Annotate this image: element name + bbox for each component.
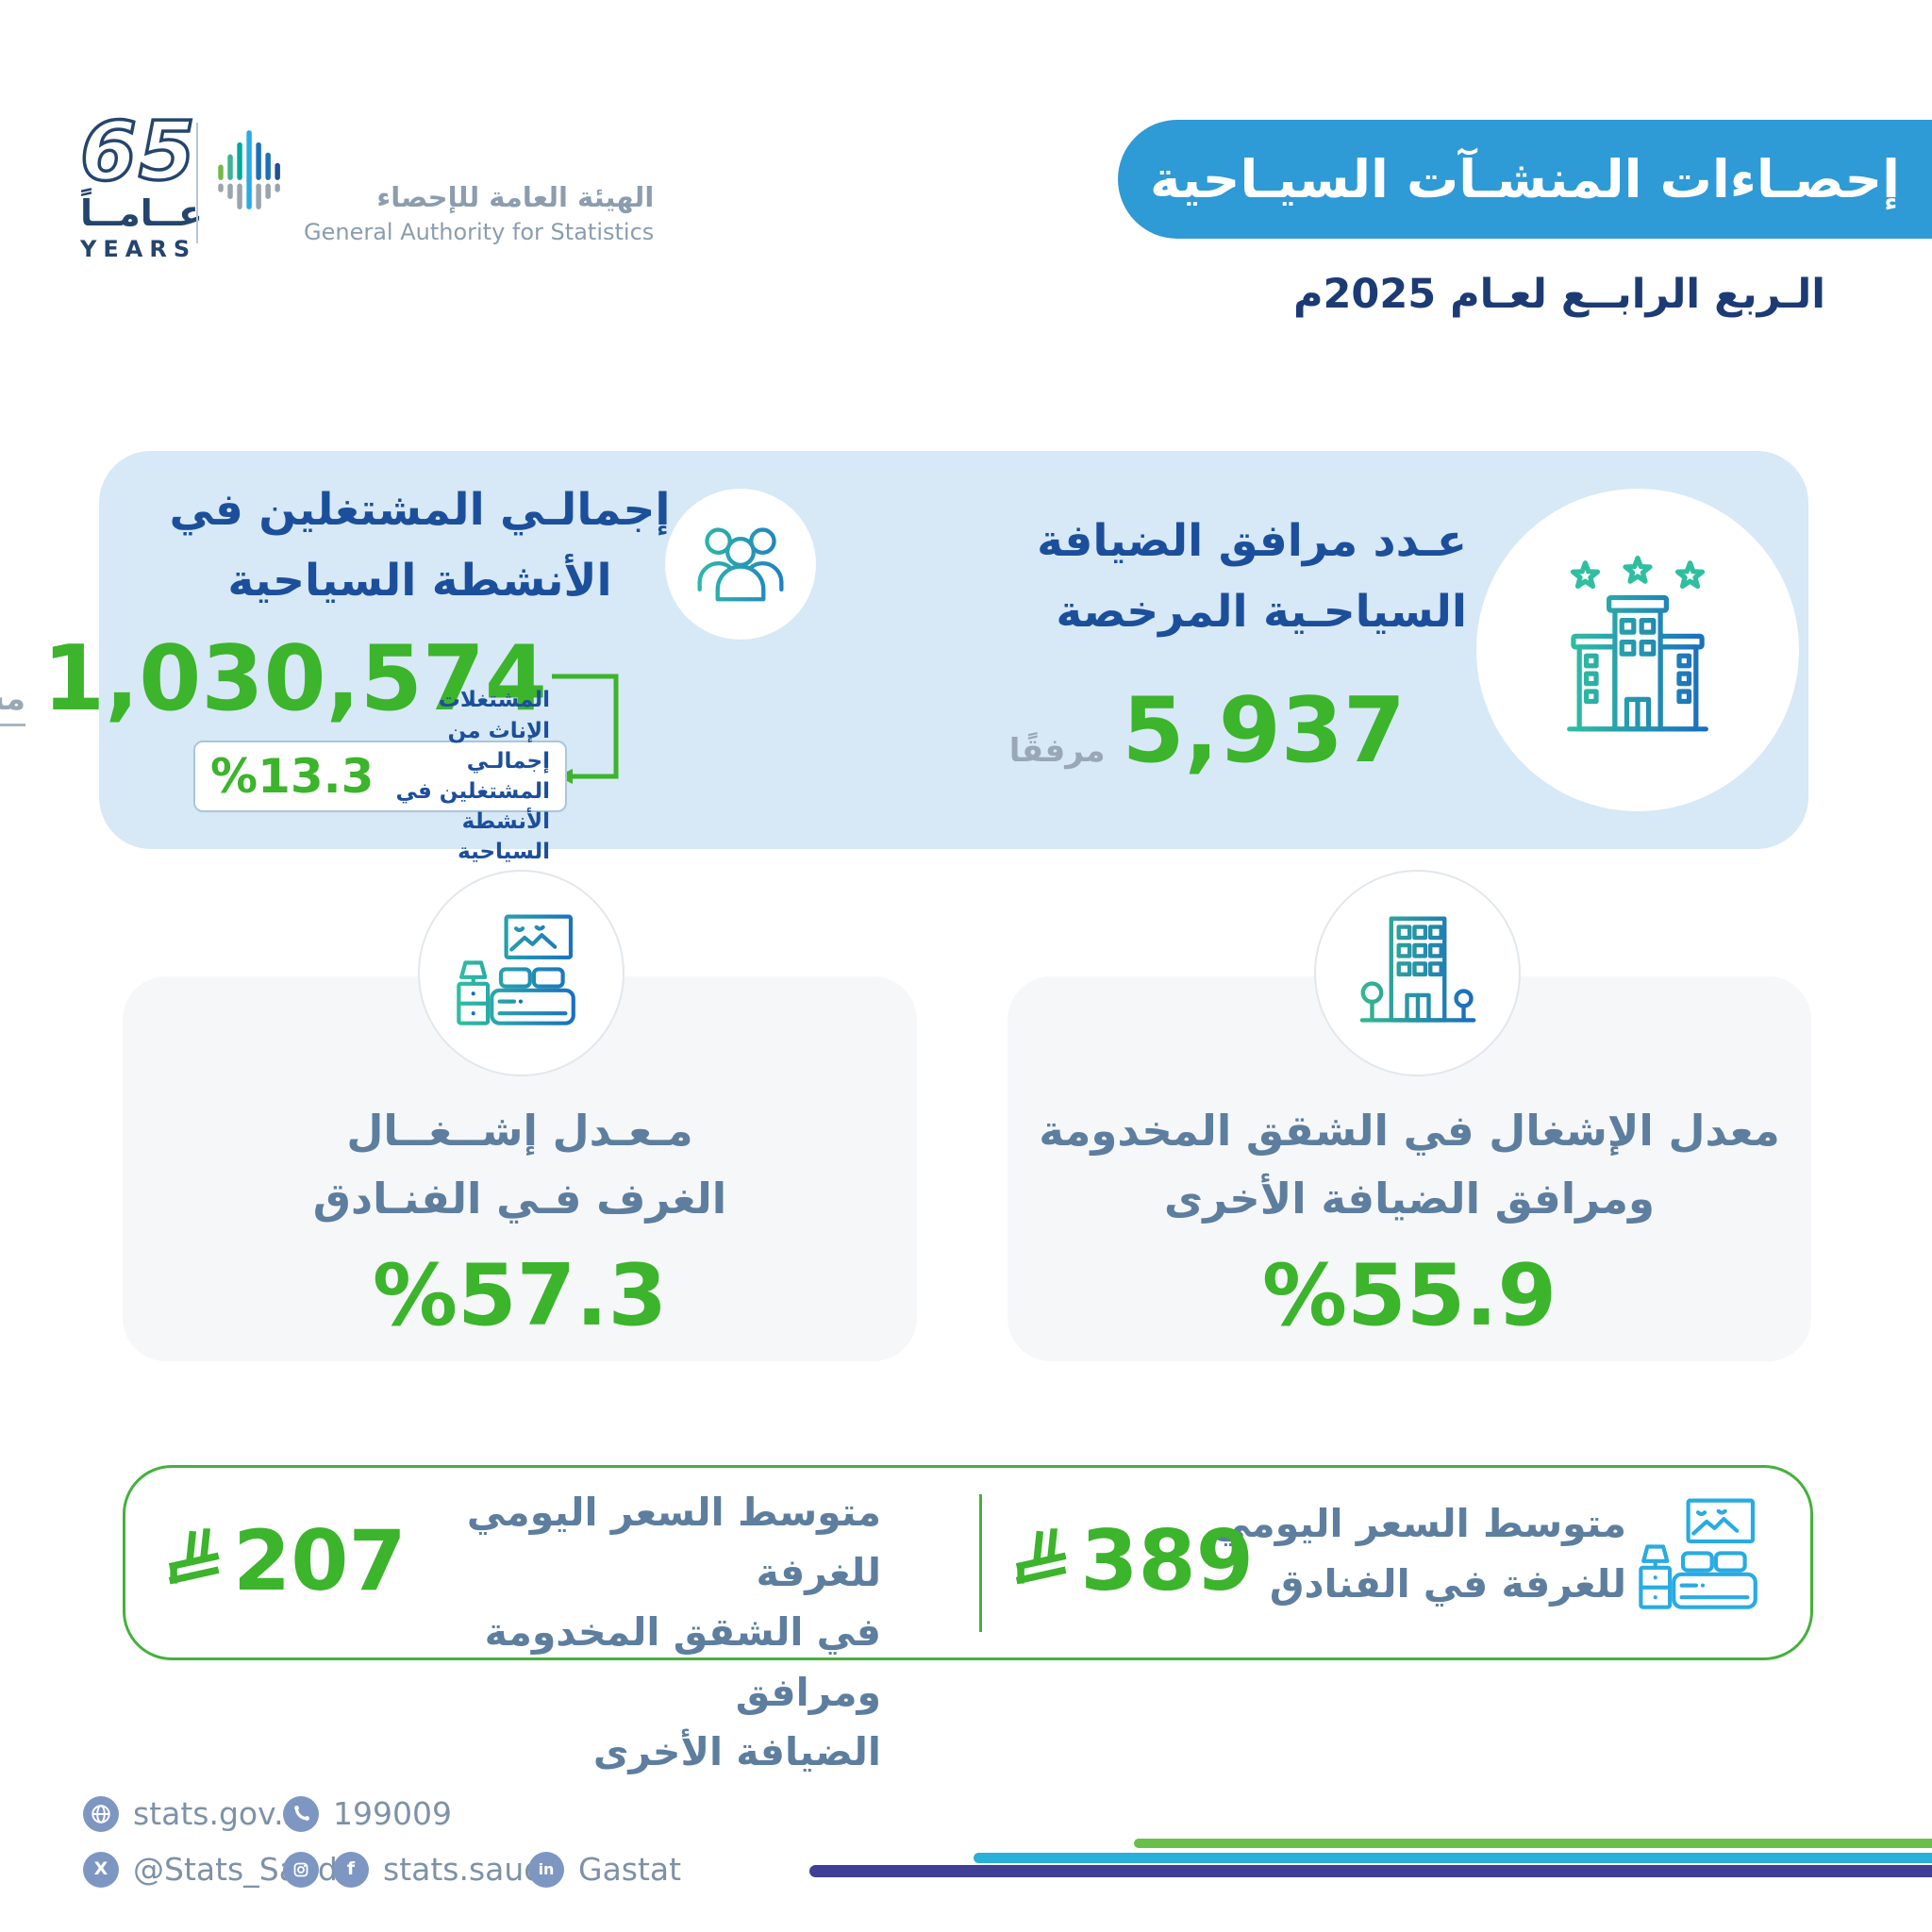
facilities-unit: مرفقًا [1008,732,1106,770]
footer-social-accounts[interactable]: f stats.saudi [283,1851,552,1888]
hotel-occupancy-title: مـعـدل إشــغــال الغرف فـي الفنـادق [123,1097,917,1233]
serviced-occupancy-title: معدل الإشغال في الشقق المخدومة ومرافق ال… [1008,1097,1811,1233]
decorative-line-navy [809,1865,1932,1877]
globe-icon [83,1795,119,1832]
serviced-adr-title-line2: في الشقق المخدومة ومرافق [484,1609,881,1715]
linkedin-icon: in [528,1851,564,1888]
workers-title: إجمالـي المشتغلين في الأنشطة السياحية [165,475,675,616]
org-name-english: General Authority for Statistics [304,219,655,245]
phone-icon [283,1795,319,1832]
apartment-building-icon [1347,907,1489,1041]
workers-unit: مشتغلًا [0,680,26,726]
serviced-adr-title-line3: الضيافة الأخرى [592,1729,881,1775]
daily-rate-card: متوسط السعر اليومي للغرفة في الفنادق 389… [123,1465,1813,1774]
hotel-room-bed-icon [451,912,592,1035]
hotel-adr-title-line2: للغرفة في الفنادق [1269,1560,1626,1607]
hotel-room-bed-icon-cyan [1633,1496,1774,1619]
facilities-title-line1: عـدد مرافق الضيافة [1037,515,1467,567]
serviced-occupancy-value: %55.9 [1261,1246,1557,1345]
hotel-occupancy-value: %57.3 [372,1246,668,1345]
hotel-stars-icon [1534,550,1741,750]
phone-number: 199009 [333,1795,452,1832]
female-note-line1: المشتغلات الإناث من إجمالـي [438,688,550,774]
saudi-riyal-icon [1012,1528,1067,1594]
workers-value: 1,030,574 [42,627,547,731]
serviced-occupancy-title-line2: ومرافق الضيافة الأخرى [1164,1174,1655,1224]
female-workers-note-text: المشتغلات الإناث من إجمالـي المشتغلين في… [374,685,550,867]
saudi-riyal-icon [165,1528,220,1594]
report-period-subtitle: الـربع الرابــع لعـام 2025م [1292,271,1825,318]
serviced-adr-title: متوسط السعر اليومي للغرفة في الشقق المخد… [334,1483,881,1783]
facebook-icon: f [333,1851,369,1888]
hotel-adr-value: 389 [1080,1512,1254,1609]
hotel-occupancy-title-line2: الغرف فـي الفنـادق [312,1174,727,1224]
female-workers-percentage: %13.3 [210,749,375,804]
bed-icon-circle [418,870,625,1076]
x-twitter-icon: X [83,1851,119,1888]
serviced-adr-title-line1: متوسط السعر اليومي للغرفة [466,1490,881,1595]
facilities-title: عـدد مرافق الضيافة السياحـية المرخصة [976,506,1467,647]
instagram-icon [283,1851,319,1888]
female-note-line2: المشتغلين في الأنشطة السياحية [395,779,550,865]
hotel-occupancy-title-line1: مـعـدل إشــغــال [346,1106,693,1156]
anniversary-years-arabic: عــامــاً [80,192,203,234]
decorative-line-green [1134,1839,1932,1848]
people-icon-circle [665,489,816,640]
anniversary-number: 65 [78,105,197,199]
social-handle: stats.saudi [383,1851,553,1888]
linkedin-handle: Gastat [578,1851,682,1888]
serviced-occupancy-title-line1: معدل الإشغال في الشقق المخدومة [1039,1106,1780,1156]
logo-divider [196,123,198,243]
page-title-banner: إحصـاءات المنشـآت السيـاحية [1118,120,1932,239]
org-name-arabic: الهيئة العامة للإحصاء [376,181,655,213]
workers-title-line1: إجمالـي المشتغلين في [169,484,671,536]
workers-value-row: 1,030,574 مشتغلًا [0,635,547,726]
anniversary-logo: 65 عــامــاً YEARS [78,105,203,262]
price-card-divider [979,1494,982,1632]
hotel-icon-circle [1476,489,1799,811]
facilities-value: 5,937 [1122,679,1407,783]
gastat-logo-icon [218,130,280,209]
footer-linkedin-account[interactable]: in Gastat [528,1851,681,1888]
building-icon-circle [1314,870,1521,1076]
decorative-line-cyan [974,1853,1932,1863]
hotel-adr-title-line1: متوسط السعر اليومي [1211,1501,1626,1546]
people-group-icon [691,519,790,609]
top-summary-card: عـدد مرافق الضيافة السياحـية المرخصة 5,9… [0,451,1808,864]
facilities-value-row: 5,937 مرفقًا [1009,687,1406,776]
hotel-occupancy-card: مـعـدل إشــغــال الغرف فـي الفنـادق %57.… [123,976,917,1361]
serviced-adr-value-row: 207 [165,1520,407,1603]
anniversary-years-english: YEARS [80,235,197,262]
serviced-adr-value: 207 [233,1512,407,1609]
facilities-title-line2: السياحـية المرخصة [1056,586,1467,639]
footer-phone[interactable]: 199009 [283,1795,452,1832]
female-workers-note-box: المشتغلات الإناث من إجمالـي المشتغلين في… [193,688,567,864]
org-name-block: الهيئة العامة للإحصاء General Authority … [304,181,654,245]
workers-title-line2: الأنشطة السياحية [227,555,612,608]
hotel-adr-value-row: 389 [1012,1520,1254,1603]
hotel-adr-title: متوسط السعر اليومي للغرفة في الفنادق [1183,1494,1626,1614]
